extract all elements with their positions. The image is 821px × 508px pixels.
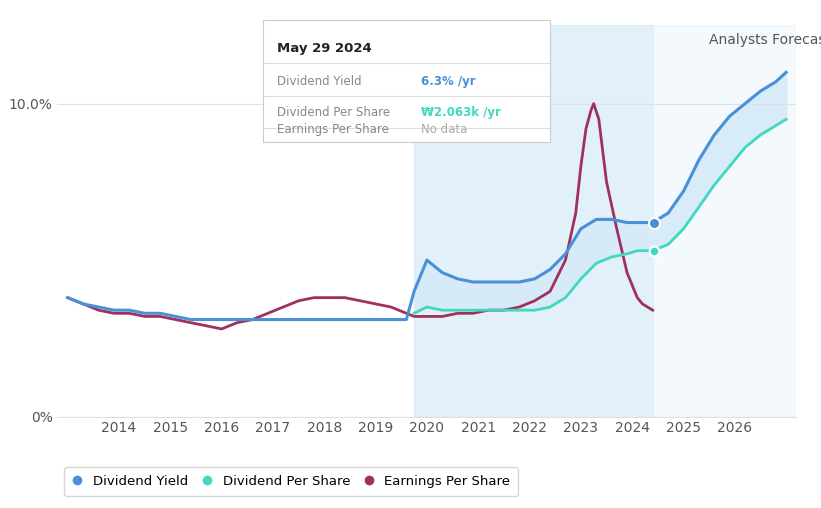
Text: Past: Past [506,33,534,47]
Bar [653,25,796,417]
Text: ₩2.063k /yr: ₩2.063k /yr [421,106,501,119]
Text: Earnings Per Share: Earnings Per Share [277,123,389,136]
Text: May 29 2024: May 29 2024 [277,42,372,55]
Text: 6.3% /yr: 6.3% /yr [421,75,475,88]
Text: No data: No data [421,123,467,136]
Bar [414,25,653,417]
Text: Dividend Per Share: Dividend Per Share [277,106,390,119]
Text: Analysts Forecasts: Analysts Forecasts [709,33,821,47]
Legend: Dividend Yield, Dividend Per Share, Earnings Per Share: Dividend Yield, Dividend Per Share, Earn… [64,467,518,496]
Text: Dividend Yield: Dividend Yield [277,75,362,88]
